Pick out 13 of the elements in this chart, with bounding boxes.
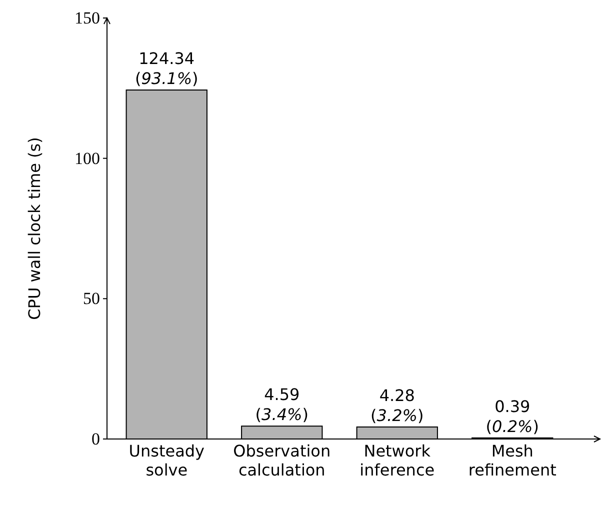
- data-label: 124.34 (93.1%): [134, 49, 198, 88]
- x-tick-label: Observation calculation: [233, 441, 331, 480]
- data-label: 4.59 (3.4%): [255, 385, 308, 424]
- y-tick-label: 0: [92, 429, 100, 448]
- y-tick-label: 50: [83, 289, 100, 308]
- x-tick-label: Unsteady solve: [128, 441, 204, 480]
- data-label: 0.39 (0.2%): [486, 396, 539, 436]
- y-tick-label: 100: [74, 148, 100, 168]
- y-tick-label: 150: [74, 8, 100, 28]
- x-tick-label: Mesh refinement: [468, 441, 556, 480]
- data-label: 4.28 (3.2%): [370, 386, 424, 425]
- x-tick-label: Network inference: [360, 441, 435, 480]
- y-axis-title: CPU wall clock time (s): [25, 137, 44, 320]
